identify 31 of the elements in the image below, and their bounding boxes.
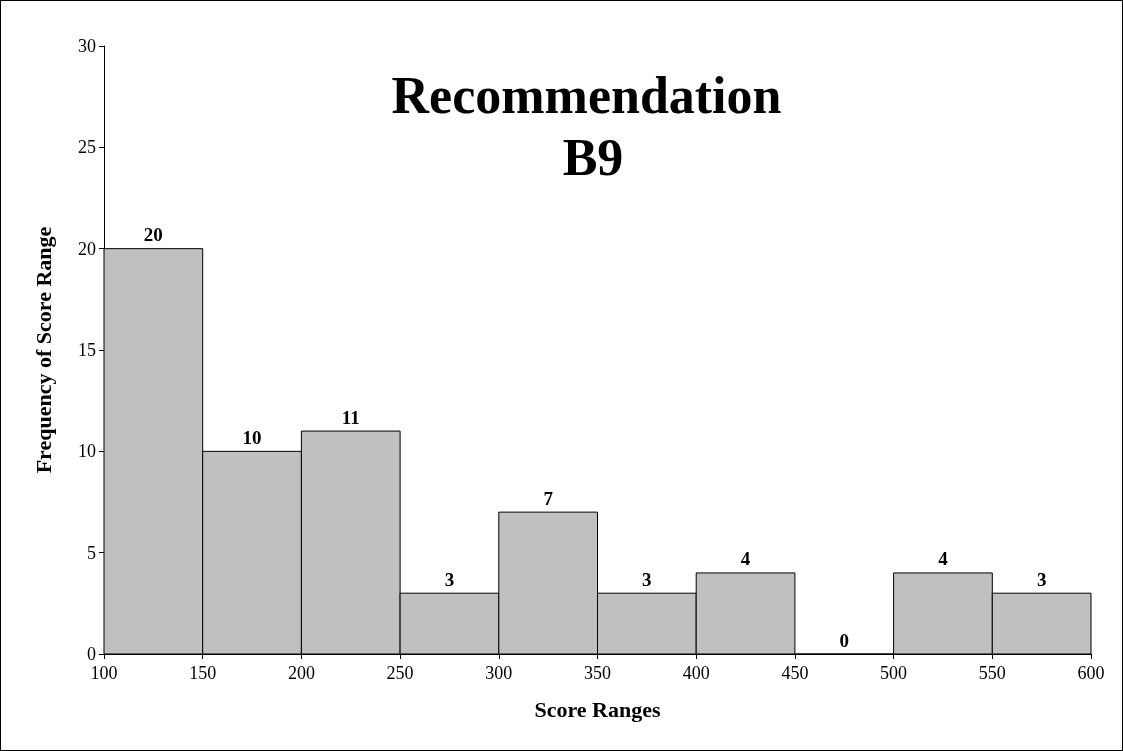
text: Recommendation B9 [391, 66, 795, 186]
x-tick-label: 150 [189, 663, 217, 683]
data-label: 10 [242, 426, 262, 448]
x-tick-label: 400 [682, 663, 710, 683]
x-tick-label: 100 [90, 663, 118, 683]
data-label: 11 [341, 406, 360, 428]
y-axis-title: Frequency of Score Range [30, 226, 56, 474]
data-label: 3 [1036, 568, 1047, 590]
y-tick-label: 5 [87, 542, 96, 563]
y-tick-label: 20 [78, 238, 96, 259]
x-axis-title: Score Ranges [534, 696, 661, 722]
x-tick-label: 300 [485, 663, 513, 683]
x-tick-label: 350 [584, 663, 611, 683]
data-label: 7 [543, 487, 554, 509]
x-tick-label: 250 [386, 663, 414, 683]
x-tick-label: 550 [978, 663, 1006, 683]
y-tick-label: 0 [87, 644, 96, 664]
y-tick-label: 10 [78, 441, 96, 462]
x-tick-label: 450 [781, 663, 809, 683]
data-label: 0 [839, 629, 849, 651]
data-label: 4 [938, 548, 949, 570]
y-tick-label: 15 [78, 340, 96, 360]
y-tick-label: 30 [78, 36, 96, 56]
y-tick-label: 25 [78, 137, 96, 158]
data-label: 20 [143, 224, 163, 246]
data-label: 3 [642, 568, 652, 590]
data-label: 4 [740, 548, 751, 570]
data-label: 3 [444, 568, 455, 590]
x-tick-label: 200 [287, 663, 315, 683]
x-tick-label: 600 [1077, 663, 1105, 683]
x-tick-label: 500 [880, 663, 908, 683]
